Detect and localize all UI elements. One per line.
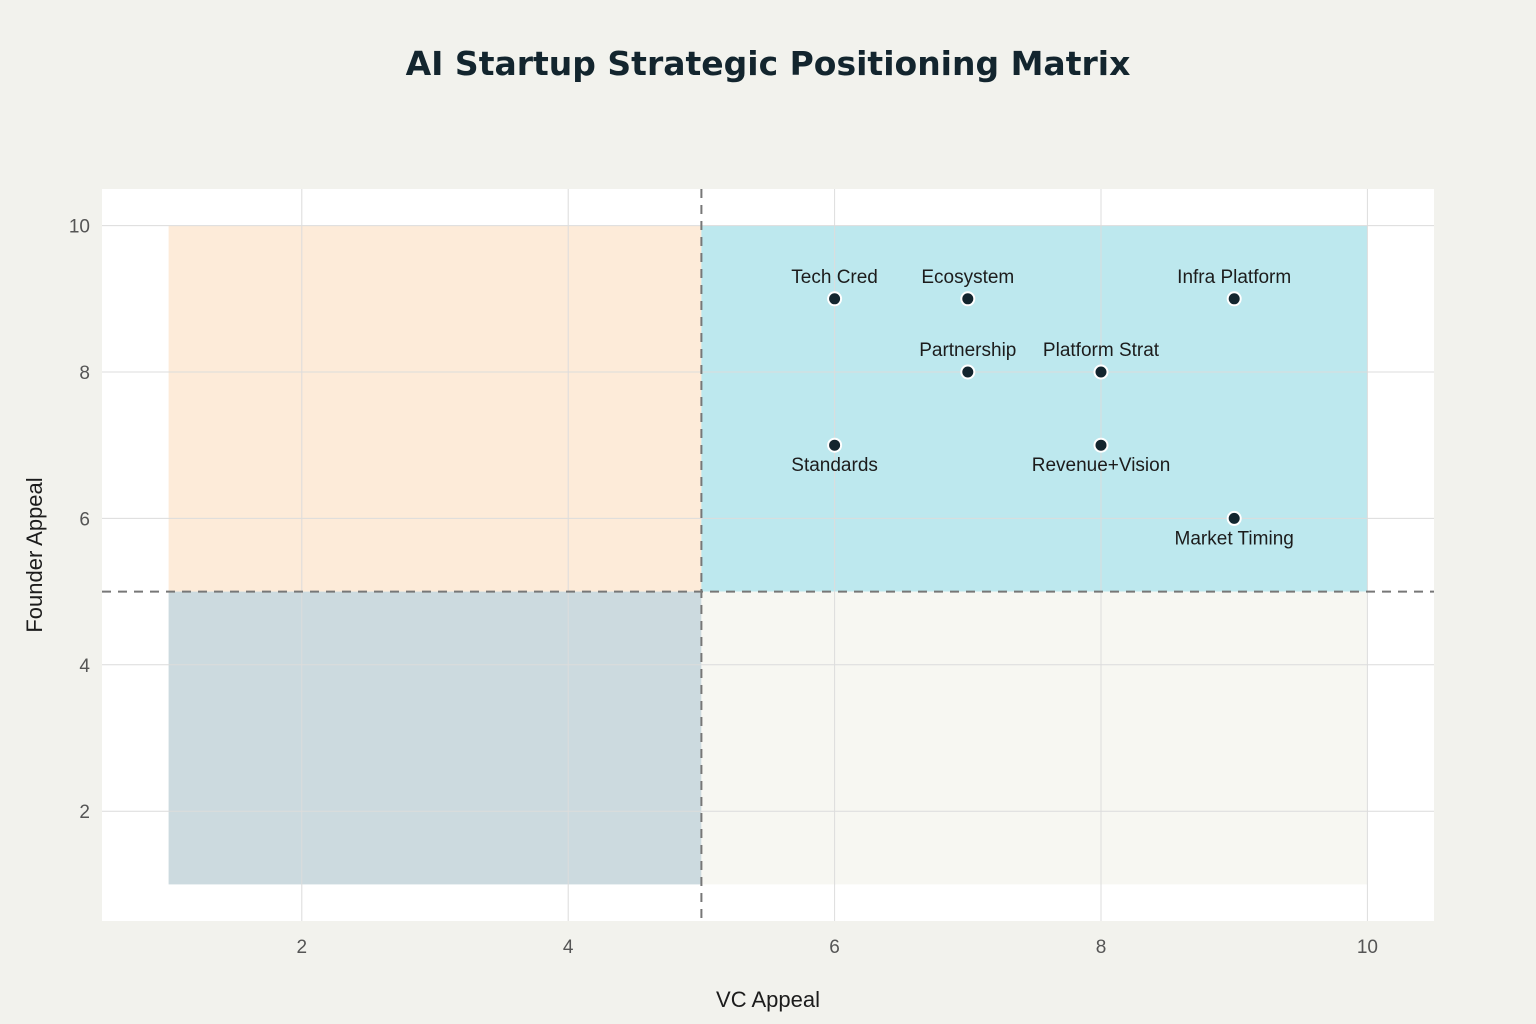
data-point (827, 291, 843, 307)
y-tick-label: 10 (69, 217, 90, 238)
quadrant-bottom-right (701, 591, 1368, 885)
data-point (827, 437, 843, 453)
y-tick-label: 4 (79, 656, 90, 677)
data-point (1226, 510, 1242, 526)
y-tick-label: 6 (79, 509, 90, 530)
chart-title: AI Startup Strategic Positioning Matrix (406, 44, 1131, 83)
point-label: Infra Platform (1177, 267, 1291, 288)
reference-lines (102, 189, 1434, 921)
quadrant-layer (168, 225, 1368, 885)
data-point (1093, 364, 1109, 380)
point-label: Tech Cred (791, 267, 878, 288)
y-axis-title: Founder Appeal (22, 477, 47, 632)
data-point (1226, 291, 1242, 307)
point-label: Market Timing (1175, 528, 1294, 549)
x-tick-label: 4 (563, 937, 574, 958)
data-point (960, 291, 976, 307)
point-label: Partnership (919, 340, 1016, 361)
point-label: Standards (791, 455, 878, 476)
y-tick-label: 8 (79, 363, 90, 384)
data-point (960, 364, 976, 380)
quadrant-top-left (168, 225, 702, 592)
data-point (1093, 437, 1109, 453)
point-label: Platform Strat (1043, 340, 1160, 361)
y-axis-ticks: 2 4 6 8 10 (69, 217, 91, 824)
point-label: Ecosystem (921, 267, 1014, 288)
x-tick-label: 6 (829, 937, 840, 958)
x-axis-ticks: 2 4 6 8 10 (297, 937, 1378, 958)
point-label: Revenue+Vision (1032, 455, 1171, 476)
y-tick-label: 2 (79, 802, 90, 823)
quadrant-top-right (701, 225, 1368, 592)
point-labels: Tech Cred Ecosystem Infra Platform Partners… (791, 267, 1294, 550)
x-axis-title: VC Appeal (716, 987, 820, 1012)
x-tick-label: 10 (1357, 937, 1378, 958)
x-tick-label: 2 (297, 937, 308, 958)
data-points (827, 291, 1242, 526)
quadrant-bottom-left (168, 591, 702, 885)
x-tick-label: 8 (1096, 937, 1107, 958)
grid-layer (102, 189, 1434, 921)
